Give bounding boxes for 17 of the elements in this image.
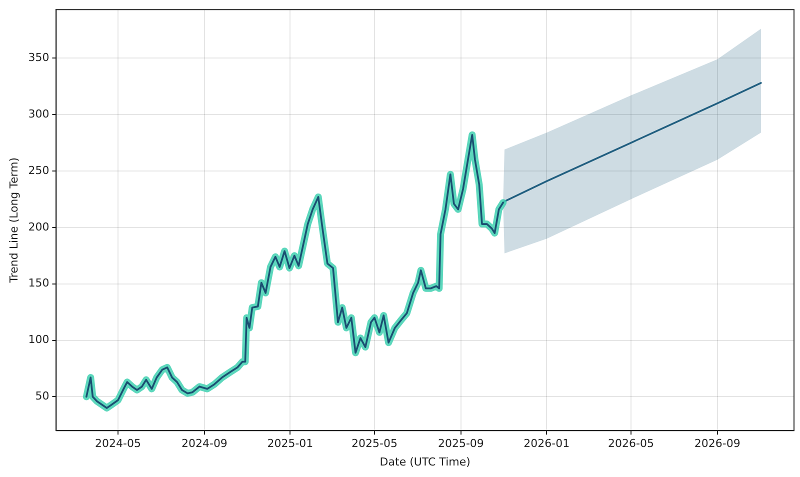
y-tick-label: 100: [28, 333, 50, 346]
x-tick-label: 2026-09: [694, 437, 740, 450]
x-tick-label: 2026-05: [608, 437, 654, 450]
x-tick-label: 2024-05: [95, 437, 142, 450]
y-tick-label: 350: [28, 50, 50, 64]
x-tick-label: 2025-09: [438, 437, 484, 450]
y-tick-label: 150: [28, 276, 50, 290]
x-axis-title: Date (UTC Time): [380, 455, 470, 468]
x-tick-label: 2025-05: [352, 437, 398, 450]
x-tick-label: 2025-01: [267, 437, 314, 450]
y-tick-label: 50: [35, 390, 50, 403]
y-tick-label: 300: [28, 107, 50, 120]
x-tick-label: 2026-01: [524, 437, 570, 450]
x-tick-label: 2024-09: [181, 437, 228, 450]
y-tick-label: 200: [28, 220, 50, 234]
y-axis-title: Trend Line (Long Term): [7, 157, 20, 284]
y-tick-label: 250: [28, 164, 50, 177]
